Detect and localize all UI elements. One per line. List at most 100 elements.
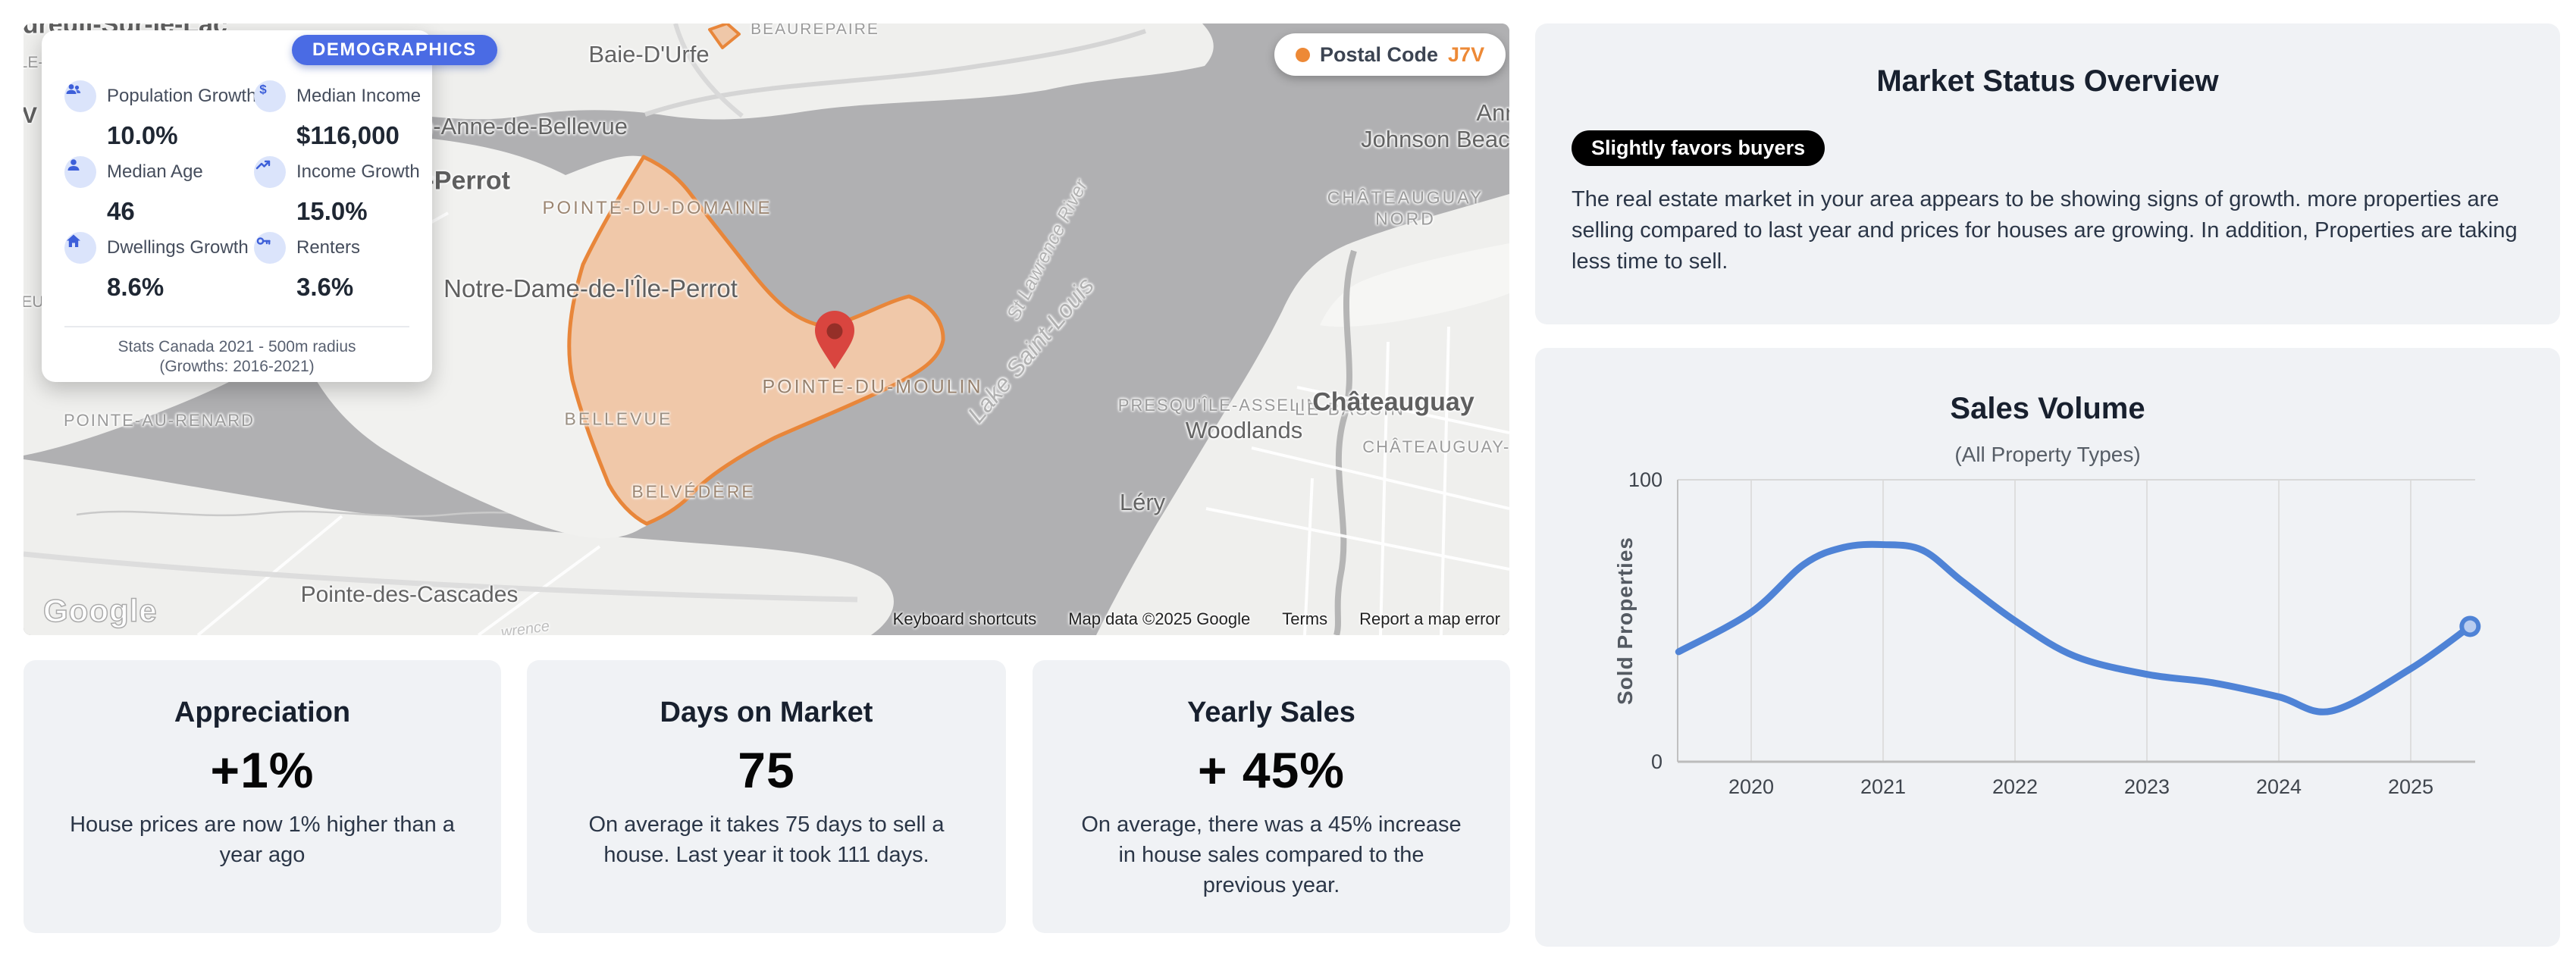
demographics-source-line1: Stats Canada 2021 - 500m radius xyxy=(118,338,356,355)
stat-value: 10.0% xyxy=(107,121,178,149)
svg-text:2020: 2020 xyxy=(1728,775,1774,798)
stat-label: Dwellings Growth xyxy=(107,237,249,258)
map-label: Châteauguay xyxy=(1312,387,1474,417)
card-value: + 45% xyxy=(1198,742,1345,798)
map-marker-pin[interactable] xyxy=(815,311,854,369)
divider xyxy=(64,326,409,327)
map-label: POINTE-DU-DOMAINE xyxy=(542,198,772,218)
card-description: On average, there was a 45% increase in … xyxy=(1081,813,1462,898)
person-icon xyxy=(64,156,96,188)
map-land-south xyxy=(24,459,894,635)
card-value: +1% xyxy=(210,742,315,798)
card-value: 75 xyxy=(738,742,795,798)
market-status-title: Market Status Overview xyxy=(1876,64,2219,98)
svg-text:2022: 2022 xyxy=(1992,775,2038,798)
svg-text:2024: 2024 xyxy=(2256,775,2302,798)
map-label: Ann xyxy=(1476,99,1509,126)
stat-renters: Renters 3.6% xyxy=(254,232,428,302)
card-title: Days on Market xyxy=(660,697,873,728)
stat-value: 3.6% xyxy=(296,273,354,301)
svg-text:2023: 2023 xyxy=(2124,775,2170,798)
map-label: V xyxy=(24,103,38,128)
days-on-market-card: Days on Market 75 On average it takes 75… xyxy=(527,660,1006,933)
map-attribution: Keyboard shortcuts Map data ©2025 Google T… xyxy=(893,609,1500,629)
highlighted-region-polygon[interactable] xyxy=(567,155,945,526)
map-label: EU xyxy=(24,293,44,311)
sales-volume-subtitle: (All Property Types) xyxy=(1954,443,2141,466)
stat-label: Renters xyxy=(296,237,361,258)
stat-label: Income Growth xyxy=(296,161,420,182)
stat-population-growth: Population Growth 10.0% xyxy=(64,80,256,150)
demographics-panel: Population Growth 10.0% $ Median Income … xyxy=(42,30,432,382)
map-attribution-link[interactable]: Terms xyxy=(1282,609,1328,628)
map-label: Lake Saint-Louis xyxy=(962,271,1100,428)
svg-text:100: 100 xyxy=(1628,468,1662,491)
stat-label: Median Income xyxy=(296,86,421,106)
google-logo[interactable]: Google xyxy=(42,592,158,629)
stat-value: 46 xyxy=(107,197,135,225)
yearly-sales-card: Yearly Sales + 45% On average, there was… xyxy=(1033,660,1510,933)
map-label: BELVÉDÈRE xyxy=(631,481,756,502)
map-label: CHÂTEAUGUAY xyxy=(1327,187,1484,208)
sales-volume-title: Sales Volume xyxy=(1950,392,2145,425)
map-label: POINTE-DU-MOULIN xyxy=(762,376,983,398)
demographics-source-line2: (Growths: 2016-2021) xyxy=(159,358,315,375)
sales-volume-card: Sales Volume (All Property Types) 0 100 20… xyxy=(1535,348,2560,947)
map-label: NORD xyxy=(1375,208,1436,229)
svg-text:2021: 2021 xyxy=(1860,775,1906,798)
demographics-badge[interactable]: DEMOGRAPHICS xyxy=(292,35,497,65)
map-label: Baie-D'Urfe xyxy=(588,41,710,67)
dollar-icon: $ xyxy=(254,80,286,112)
people-icon xyxy=(64,80,96,112)
stat-dwellings-growth: Dwellings Growth 8.6% xyxy=(64,232,249,302)
map-base xyxy=(24,23,1509,635)
postal-code-chip[interactable]: Postal Code J7V xyxy=(1274,33,1506,76)
map-label: LE- xyxy=(24,54,44,71)
map-label: wrence xyxy=(500,618,551,635)
market-status-card: Market Status Overview Slightly favors b… xyxy=(1535,23,2560,324)
card-title: Yearly Sales xyxy=(1187,697,1355,728)
map-attribution-link[interactable]: Report a map error xyxy=(1359,609,1500,628)
map-label: Pointe-des-Cascades xyxy=(300,582,519,607)
map-label: CHÂTEAUGUAY-CEN xyxy=(1362,437,1509,456)
postal-code-label: Postal Code xyxy=(1320,42,1439,66)
sales-volume-chart: 0 100 2020 2021 2022 2023 2024 2025 Sold Propert… xyxy=(1613,468,2481,798)
map-attribution-link: Map data ©2025 Google xyxy=(1068,609,1251,628)
stat-value: 8.6% xyxy=(107,273,165,301)
map-label: St Lawrence River xyxy=(1002,176,1092,324)
market-status-badge: Slightly favors buyers xyxy=(1572,130,1825,166)
svg-text:Sold Properties: Sold Properties xyxy=(1613,537,1637,705)
card-description: On average it takes 75 days to sell a ho… xyxy=(588,813,945,868)
market-status-description: The real estate market in your area appe… xyxy=(1572,187,2518,274)
svg-text:0: 0 xyxy=(1651,750,1662,773)
stat-value: $116,000 xyxy=(296,121,400,149)
svg-text:2025: 2025 xyxy=(2388,775,2433,798)
map-attribution-link[interactable]: Keyboard shortcuts xyxy=(892,609,1037,628)
stat-value: 15.0% xyxy=(296,197,368,225)
map-label: Notre-Dame-de-l'Île-Perrot xyxy=(443,274,738,302)
stat-median-age: Median Age 46 xyxy=(64,156,239,226)
postal-code-dot-icon xyxy=(1296,47,1310,62)
map-label: PRESQU'ÎLE-ASSELIN xyxy=(1117,396,1321,415)
map-label: e-Anne-de-Bellevue xyxy=(419,113,628,139)
map-label: POINTE-AU-RENARD xyxy=(63,411,255,430)
card-title: Appreciation xyxy=(174,697,351,728)
stat-label: Population Growth xyxy=(107,86,257,106)
map-canvas[interactable]: audreuil-Sur-le-LacBEAUREPAIREBaie-D'Urf… xyxy=(24,23,1509,635)
house-icon xyxy=(64,232,96,264)
svg-text:$: $ xyxy=(259,83,267,97)
stat-income-growth: Income Growth 15.0% xyxy=(254,156,428,226)
stat-median-income: $ Median Income $116,000 xyxy=(254,80,428,150)
key-icon xyxy=(254,232,286,264)
map-label: Léry xyxy=(1119,489,1166,515)
card-description: House prices are now 1% higher than a ye… xyxy=(70,813,455,868)
map-label: BEAUREPAIRE xyxy=(751,23,879,38)
stat-label: Median Age xyxy=(107,161,203,182)
appreciation-card: Appreciation +1% House prices are now 1%… xyxy=(24,660,501,933)
map-label: Johnson Beach xyxy=(1361,126,1509,152)
postal-code-value: J7V xyxy=(1448,42,1485,66)
map-label: BELLEVUE xyxy=(564,409,673,429)
map-label: LE BASSIN xyxy=(1295,399,1406,419)
trending-up-icon xyxy=(254,156,286,188)
map-label: Woodlands xyxy=(1185,417,1303,443)
